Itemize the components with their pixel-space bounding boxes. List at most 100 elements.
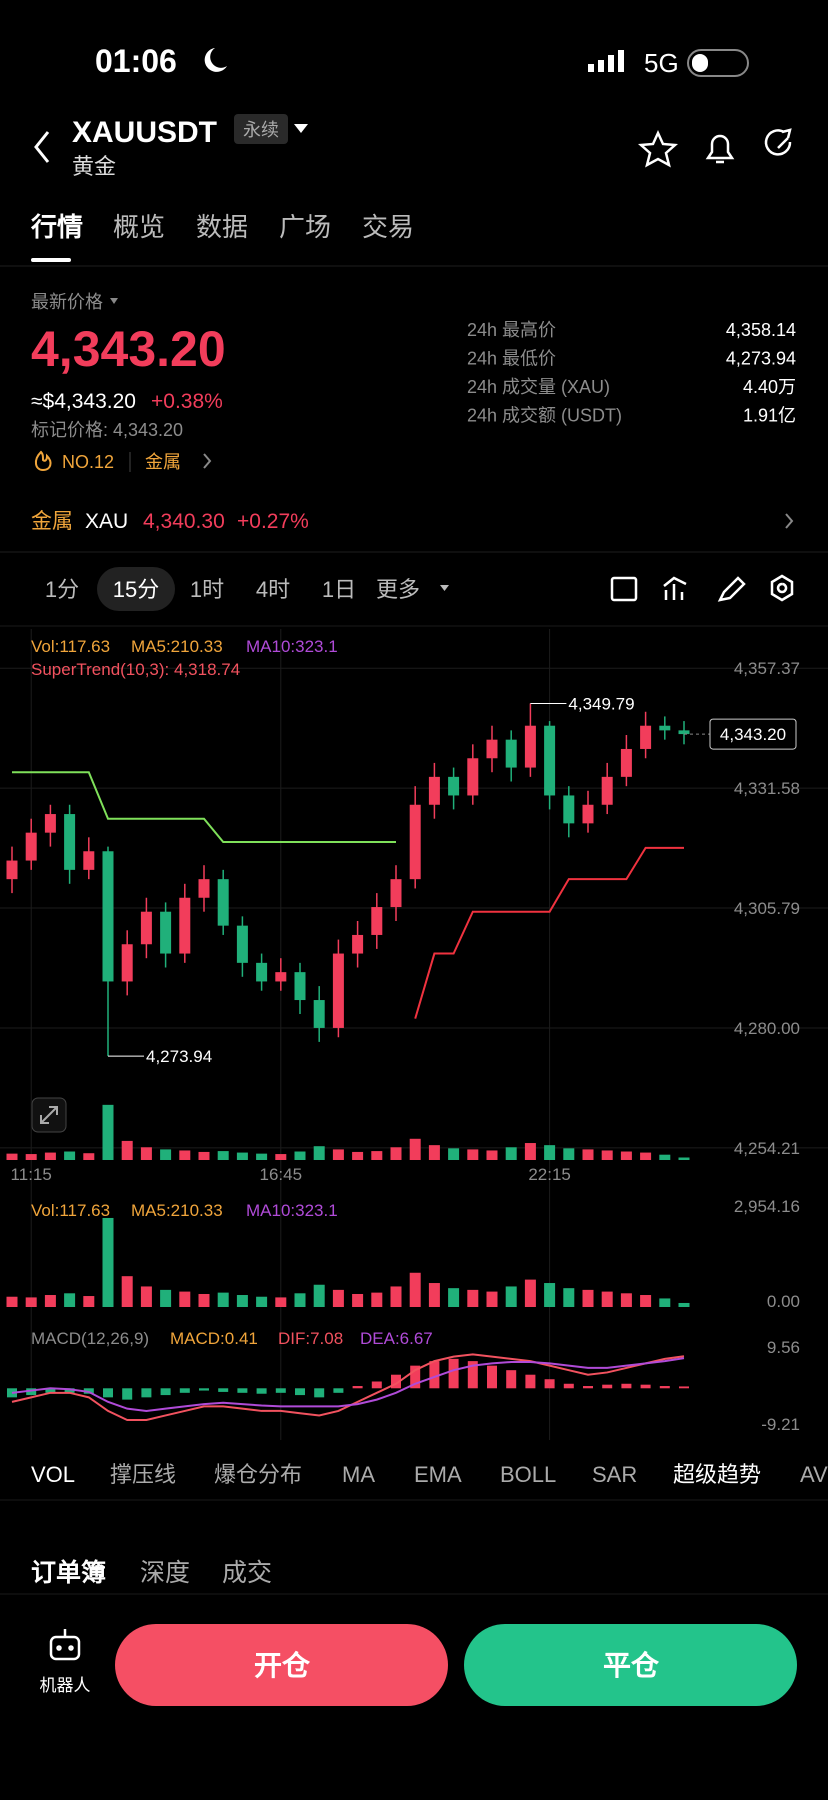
robot-icon[interactable] [49,1629,81,1661]
macd-bar [352,1386,363,1389]
vol-legend: MA5:210.33 [131,637,223,656]
close-button[interactable] [464,1624,797,1706]
tab[interactable]: 交易 [362,212,414,242]
volume-bar-mini [179,1150,191,1160]
price-dropdown[interactable] [110,298,118,304]
volume-bar [524,1279,536,1307]
moon-icon [204,48,227,72]
tab[interactable]: 概览 [113,212,165,242]
indicator-tab[interactable]: 撑压线 [110,1462,176,1487]
open-button[interactable] [115,1624,448,1706]
symbol-dropdown[interactable] [294,124,308,133]
volume-bar [467,1289,479,1307]
book-tab[interactable]: 订单簿 [31,1558,106,1587]
back-button[interactable] [34,131,50,163]
indicator-tab[interactable]: MA [342,1462,375,1487]
share-button[interactable] [764,128,792,156]
price-change: +0.38% [151,390,223,413]
symbol: XAUUSDT [72,116,217,149]
macd-bar [659,1386,670,1389]
volume-bar-mini [390,1147,402,1160]
indicator-tab[interactable]: VOL [31,1462,75,1487]
settings-button[interactable] [770,574,794,602]
candle-body [563,795,575,824]
candle-body [390,879,402,908]
rank-chevron[interactable] [203,453,212,469]
macd-legend: MACD:0.41 [170,1329,258,1348]
volume-bar [620,1293,632,1307]
volume-bar [160,1289,172,1307]
macd-bar [64,1388,75,1393]
volume-bar-mini [25,1154,37,1160]
indicator-tab[interactable]: 超级趋势 [673,1462,761,1487]
macd-legend: MACD(12,26,9) [31,1329,149,1348]
expand-icon [40,1106,58,1124]
alert-button[interactable] [705,134,735,164]
volume-bar [217,1292,229,1307]
stat-label: 24h 最低价 [467,349,556,369]
book-tab[interactable]: 深度 [140,1559,190,1587]
indicator-tab[interactable]: BOLL [500,1462,556,1487]
volume-bar-mini [256,1153,268,1160]
volume-bar [448,1288,460,1307]
indicator-tab[interactable]: EMA [414,1462,462,1487]
macd-tick-label: -9.21 [761,1415,800,1434]
volume-bar [275,1297,287,1307]
volume-bar-mini [121,1140,133,1160]
volume-bar-mini [428,1145,440,1160]
volume-bar-mini [64,1151,76,1160]
volume-bar [256,1296,268,1307]
related-chevron[interactable] [785,513,794,529]
macd-bar [333,1388,344,1393]
macd-bar [563,1383,574,1389]
tab[interactable]: 广场 [279,212,331,242]
candle-body [6,860,18,880]
volume-bar-mini [83,1153,95,1160]
interval[interactable]: 1分 [45,577,79,602]
more-dropdown[interactable] [440,585,449,591]
y-tick-label: 4,305.79 [734,899,800,918]
volume-bar [294,1293,306,1307]
interval[interactable]: 1日 [322,577,356,602]
indicator-button[interactable] [663,576,687,600]
macd-bar [314,1388,325,1398]
volume-bar-mini [678,1157,690,1160]
indicator-tab[interactable]: SAR [592,1462,637,1487]
fullscreen-button[interactable] [610,576,638,602]
favorite-button[interactable] [637,129,679,168]
macd-bar [218,1388,229,1392]
volume-bar [563,1288,575,1307]
interval[interactable]: 4时 [256,577,290,602]
macd-bar [448,1358,459,1389]
volume-bar-mini [313,1146,325,1160]
tab-underline [31,258,71,262]
volume-bar [332,1289,344,1307]
volume-bar-mini [563,1148,575,1160]
badge-bg [234,114,288,144]
indicator-tab[interactable]: 爆仓分布 [214,1462,302,1487]
volume-bar [179,1291,191,1307]
robot-label: 机器人 [40,1676,91,1695]
volume-bar [313,1284,325,1307]
draw-button[interactable] [717,576,746,602]
tab[interactable]: 行情 [30,212,83,242]
interval[interactable]: 更多 [376,577,420,602]
candle-body [620,748,632,777]
indicator-tab[interactable]: AV [800,1462,828,1487]
macd-bar [640,1384,651,1389]
last-price-label: 4,343.20 [720,725,786,744]
macd-bar [45,1388,56,1393]
stat-label: 24h 成交额 (USDT) [467,406,622,426]
interval[interactable]: 1时 [190,577,224,602]
macd-bar [583,1386,593,1389]
book-tab[interactable]: 成交 [222,1559,272,1587]
low-label: 4,273.94 [146,1047,212,1066]
volume-bar-mini [448,1148,460,1160]
volume-bar [601,1291,613,1307]
tab[interactable]: 数据 [196,212,248,242]
interval[interactable]: 15分 [113,577,159,602]
y-tick-label: 4,331.58 [734,779,800,798]
volume-bar-mini [659,1154,671,1160]
macd-bar [103,1388,113,1398]
